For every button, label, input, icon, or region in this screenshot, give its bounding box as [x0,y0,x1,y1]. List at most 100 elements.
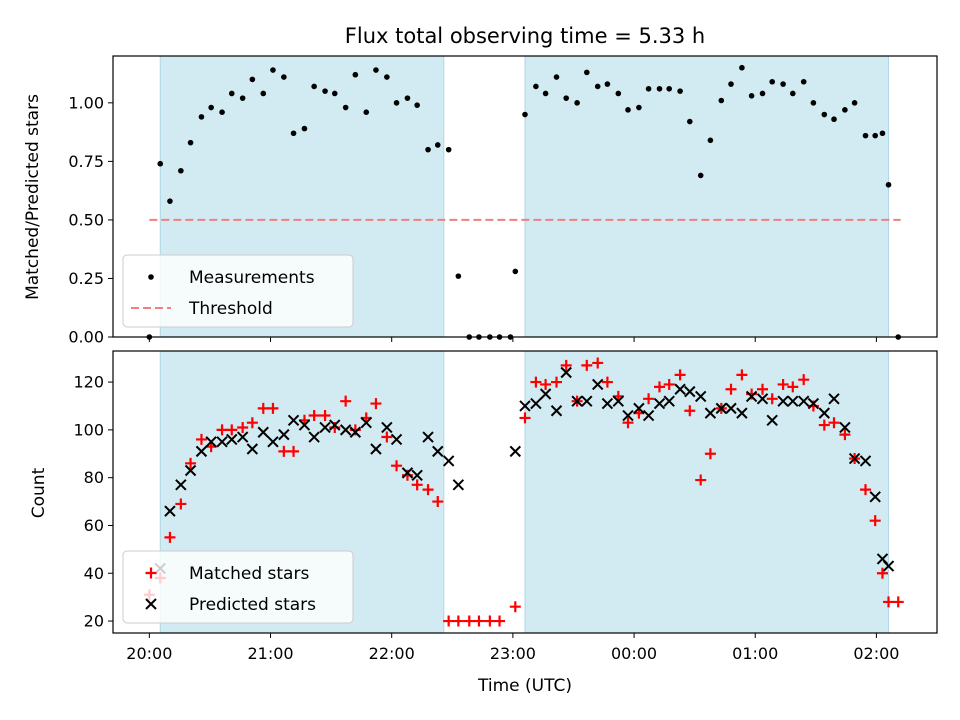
data-point [236,431,249,443]
data-point [797,395,810,407]
data-point [519,412,531,424]
data-point [270,67,276,73]
data-point [494,615,506,627]
x-tick-label: 00:00 [611,644,657,663]
data-point [267,402,279,414]
top-series-measurements [146,64,902,340]
data-point [308,431,320,443]
data-point [390,433,403,446]
data-point [249,76,256,83]
data-point [612,395,625,407]
legend-marker-cross [145,598,157,610]
data-point [473,615,485,627]
legend-marker-plus [145,567,157,579]
data-point [591,378,604,391]
data-point [373,67,379,73]
data-point [484,615,496,627]
data-point [604,81,611,87]
top-panel-ratio: 0.00 0.25 0.50 0.75 1.00 Matched/Predicted s… [23,55,938,347]
data-point [384,74,390,80]
data-point [260,90,267,97]
data-point [872,132,878,139]
data-point [519,400,531,412]
data-point [175,479,187,491]
data-point [869,491,881,503]
data-point [542,90,549,97]
data-point [319,410,331,422]
data-point [777,395,789,407]
data-point [684,405,696,417]
data-point [287,414,300,427]
data-point [208,104,214,111]
data-point [715,402,728,415]
legend-label: Predicted stars [189,595,316,615]
data-point [707,137,714,144]
data-point [187,139,194,146]
data-point [636,104,642,111]
bottom-panel-counts: 20 40 60 80 100 120 20:00 21:00 22:00 23:00 00:00 0… [29,350,938,663]
data-point [432,496,444,508]
data-point [869,515,881,527]
data-point [239,95,246,101]
data-point [391,460,403,472]
data-point [625,107,631,113]
data-point [349,426,362,438]
data-point [645,85,652,92]
y-tick-label: 0.25 [68,269,104,288]
data-point [883,596,895,608]
data-point [452,615,464,627]
legend-box [122,254,354,328]
x-tick-label: 20:00 [126,644,172,663]
y-tick-label: 80 [84,468,104,487]
data-point [643,393,655,405]
data-point [736,369,748,381]
data-point [363,109,370,115]
data-point [581,395,593,407]
data-point [425,146,431,153]
y-tick-label: 1.00 [68,93,104,112]
data-point [164,505,176,517]
data-point [892,596,904,608]
data-point [522,111,528,118]
data-point [697,172,704,179]
bottom-plot-frame [112,350,938,634]
data-point [226,424,238,436]
data-point [216,436,228,448]
data-point [684,385,696,398]
data-point [432,445,444,458]
data-point [278,445,290,457]
data-point [876,567,888,579]
chart-title: Flux total observing time = 5.33 h [345,24,705,48]
data-point [530,376,542,388]
top-observing-window-1 [524,55,890,338]
data-point [704,407,717,419]
bottom-legend: Matched stars Predicted stars [122,550,354,624]
data-point [463,615,475,627]
data-point [653,397,666,410]
data-point [745,390,758,403]
bottom-y-axis-label: Count [29,467,49,518]
data-point [422,431,434,443]
data-point [851,100,858,106]
y-tick-label: 40 [84,564,104,583]
data-point [766,414,778,427]
data-point [198,114,205,120]
data-point [818,407,831,419]
x-axis-label: Time (UTC) [477,676,572,696]
data-point [530,397,542,410]
data-point [663,395,675,407]
top-legend: Measurements Threshold [122,254,354,328]
data-point [352,71,359,78]
data-point [370,398,382,410]
data-point [329,419,341,431]
y-tick-label: 0.75 [68,152,104,171]
x-tick-label: 22:00 [369,644,415,663]
data-point [748,93,755,99]
data-point [757,383,769,395]
y-tick-label: 20 [84,612,104,631]
data-point [539,388,552,400]
data-point [443,615,455,627]
data-point [885,181,892,188]
data-point [331,90,338,97]
